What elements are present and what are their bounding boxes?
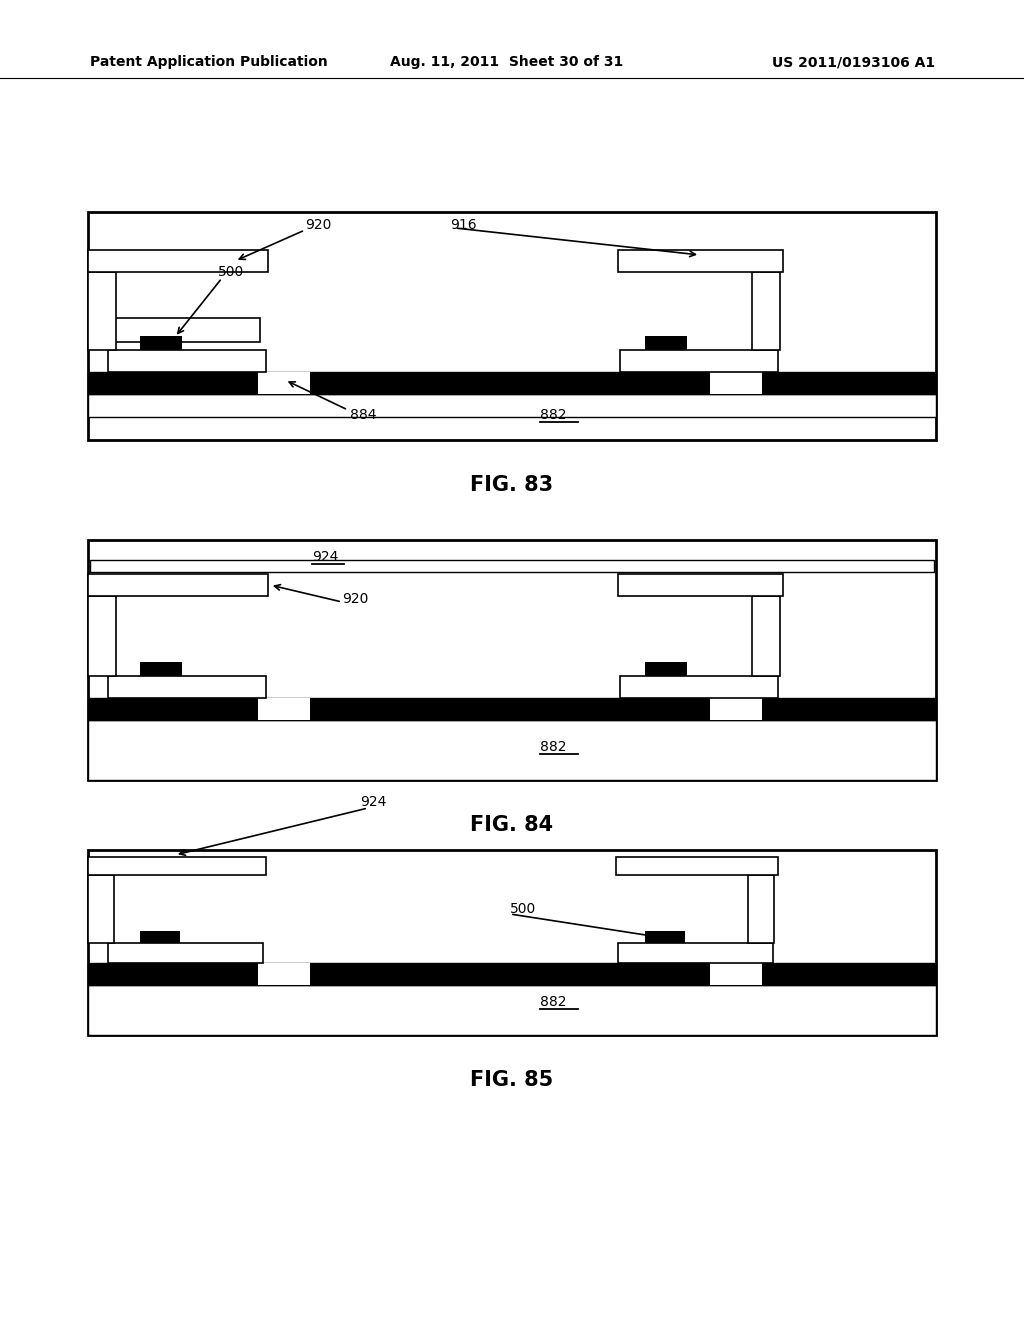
Text: 884: 884 xyxy=(350,408,377,422)
Bar xyxy=(88,213,936,440)
Bar xyxy=(710,372,762,393)
Text: 920: 920 xyxy=(305,218,332,232)
Text: US 2011/0193106 A1: US 2011/0193106 A1 xyxy=(772,55,935,69)
Text: 500: 500 xyxy=(510,902,537,916)
Bar xyxy=(645,663,687,676)
Text: 500: 500 xyxy=(218,265,245,279)
Bar xyxy=(645,931,685,942)
Bar xyxy=(616,857,778,875)
Bar xyxy=(140,931,180,942)
Text: 924: 924 xyxy=(312,550,338,564)
Bar xyxy=(88,964,936,985)
Bar xyxy=(88,249,268,272)
Bar xyxy=(108,942,263,964)
Text: 882: 882 xyxy=(540,741,566,754)
Bar xyxy=(88,850,936,1035)
Bar xyxy=(710,698,762,719)
Bar xyxy=(88,857,266,875)
Text: 924: 924 xyxy=(360,795,386,809)
Bar xyxy=(258,698,310,719)
Bar xyxy=(620,350,778,372)
Text: FIG. 85: FIG. 85 xyxy=(470,1071,554,1090)
Bar xyxy=(258,372,310,393)
Bar xyxy=(108,318,260,342)
Bar xyxy=(710,964,762,985)
Text: 920: 920 xyxy=(342,591,369,606)
Bar xyxy=(645,337,687,350)
Bar xyxy=(752,272,780,350)
Bar xyxy=(132,367,174,385)
Bar xyxy=(88,272,116,350)
Text: Patent Application Publication: Patent Application Publication xyxy=(90,55,328,69)
Text: 882: 882 xyxy=(540,408,566,422)
Text: 882: 882 xyxy=(540,995,566,1008)
Text: FIG. 83: FIG. 83 xyxy=(470,475,554,495)
Bar xyxy=(88,719,936,780)
Text: Aug. 11, 2011  Sheet 30 of 31: Aug. 11, 2011 Sheet 30 of 31 xyxy=(390,55,624,69)
Bar xyxy=(88,540,936,780)
Bar xyxy=(620,676,778,698)
Bar xyxy=(752,597,780,676)
Bar xyxy=(88,698,936,719)
Bar xyxy=(90,560,934,572)
Bar xyxy=(88,372,936,393)
Bar xyxy=(618,249,783,272)
Bar xyxy=(618,942,773,964)
Bar xyxy=(88,574,268,597)
Bar xyxy=(258,964,310,985)
Text: 916: 916 xyxy=(450,218,476,232)
Bar xyxy=(108,676,266,698)
Bar xyxy=(88,393,936,417)
Bar xyxy=(618,574,783,597)
Bar xyxy=(140,663,182,676)
Bar xyxy=(748,875,774,942)
Bar xyxy=(108,350,266,372)
Text: FIG. 84: FIG. 84 xyxy=(470,814,554,836)
Bar xyxy=(88,875,114,942)
Bar xyxy=(88,597,116,676)
Bar xyxy=(88,985,936,1035)
Bar xyxy=(140,337,182,350)
